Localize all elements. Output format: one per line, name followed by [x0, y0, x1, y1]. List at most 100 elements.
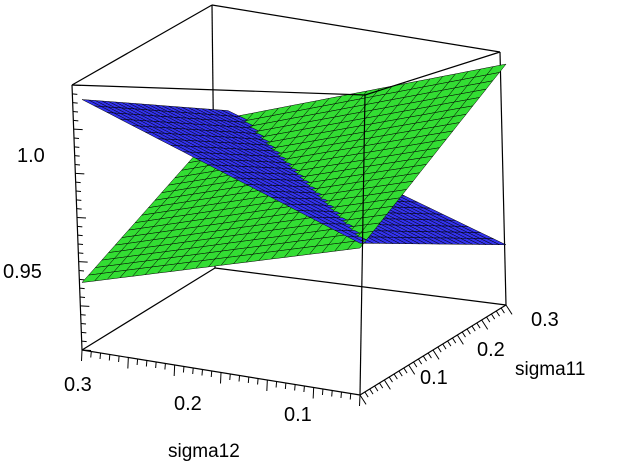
y-axis-tick: [365, 392, 368, 397]
x-axis-tick: [221, 373, 222, 384]
y-axis-tick: [452, 338, 455, 343]
z-axis-tick: [78, 244, 83, 245]
z-axis-tick: [73, 112, 78, 113]
x-axis-tick: [248, 377, 249, 383]
y-axis-tick: [360, 395, 366, 404]
y-tick-label-0.2: 0.2: [477, 339, 505, 361]
y-axis-tick: [414, 362, 417, 367]
z-axis-tick: [78, 253, 83, 254]
z-axis-tick: [82, 350, 91, 351]
z-axis-tick: [74, 129, 83, 130]
y-axis-tick: [379, 383, 382, 388]
x-tick-label-0.3: 0.3: [64, 374, 92, 396]
y-axis-tick: [501, 308, 504, 313]
y-axis-tick: [482, 320, 488, 329]
z-axis-tick: [73, 103, 78, 104]
x-axis-tick: [137, 359, 138, 365]
y-axis-tick: [443, 344, 446, 349]
z-axis-tick: [75, 156, 80, 157]
z-axis-tick: [77, 209, 82, 210]
z-axis-tick: [80, 297, 85, 298]
z-axis-tick: [77, 218, 86, 219]
x-axis-tick: [91, 352, 92, 358]
z-axis-tick: [79, 271, 84, 272]
z-axis-tick: [80, 306, 89, 307]
box-edge-top-left: [72, 5, 212, 85]
z-axis-tick: [72, 94, 77, 95]
z-axis-tick: [74, 147, 79, 148]
y-axis-tick: [438, 347, 441, 352]
y-axis-tick: [409, 365, 415, 374]
x-axis-tick: [165, 364, 166, 370]
x-tick-label-0.2: 0.2: [174, 393, 202, 415]
z-axis-tick: [75, 165, 80, 166]
y-axis-tick: [428, 353, 431, 358]
y-axis-tick: [487, 317, 490, 322]
x-axis-tick: [183, 367, 184, 373]
y-axis-tick: [433, 350, 439, 359]
x-axis-tick: [285, 383, 286, 389]
x-axis-tick: [202, 370, 203, 376]
z-tick-label-0.95: 0.95: [3, 261, 42, 283]
x-axis-tick: [156, 362, 157, 368]
y-axis-tick: [375, 386, 378, 391]
x-axis-tick: [332, 391, 333, 397]
z-tick-label-1.0: 1.0: [17, 145, 45, 167]
x-axis-tick: [239, 376, 240, 382]
x-axis-tick: [146, 361, 147, 367]
y-axis-tick: [491, 314, 494, 319]
x-axis-tick: [322, 389, 323, 395]
y-tick-label-0.3: 0.3: [531, 309, 559, 331]
x-axis-tick: [267, 380, 268, 391]
y-axis-tick: [496, 311, 499, 316]
box-edge-top-front: [72, 85, 365, 95]
x-axis-tick: [230, 374, 231, 380]
z-axis-tick: [72, 85, 81, 86]
y-axis-tick: [462, 332, 465, 337]
box-edge-right-vertical: [500, 52, 506, 305]
y-axis-tick: [477, 323, 480, 328]
x-axis-tick: [295, 385, 296, 391]
y-axis-tick: [418, 359, 421, 364]
y-axis-tick: [467, 329, 470, 334]
z-axis-tick: [81, 332, 86, 333]
x-axis-tick: [258, 379, 259, 385]
y-axis-tick: [389, 377, 392, 382]
z-axis-tick: [73, 120, 78, 121]
y-tick-label-0.1: 0.1: [420, 367, 448, 389]
y-axis-tick: [404, 368, 407, 373]
y-axis-tick: [370, 389, 373, 394]
z-axis-tick: [76, 182, 81, 183]
x-axis-tick: [350, 394, 351, 400]
x-axis-tick: [360, 395, 361, 406]
x-axis-tick: [100, 353, 101, 359]
x-axis-title: sigma12: [168, 441, 240, 462]
z-axis-tick: [76, 200, 81, 201]
surfaces: [82, 64, 506, 282]
x-axis-tick: [276, 382, 277, 388]
box-edge-top-back: [212, 5, 500, 52]
z-axis-tick: [81, 315, 86, 316]
x-tick-label-0.1: 0.1: [284, 404, 312, 426]
z-axis-tick: [81, 324, 86, 325]
z-axis-tick: [78, 235, 83, 236]
box-edge-back-right-bottom: [215, 268, 506, 305]
y-axis-title: sigma11: [515, 359, 585, 380]
x-axis-tick: [341, 392, 342, 398]
x-axis-tick: [304, 386, 305, 392]
y-axis-tick: [394, 374, 397, 379]
z-axis-tick: [79, 262, 88, 263]
z-axis-tick: [79, 279, 84, 280]
x-axis-tick: [193, 368, 194, 374]
x-axis-tick: [109, 355, 110, 361]
y-axis-tick: [448, 341, 451, 346]
x-axis-tick: [119, 356, 120, 362]
y-axis-tick: [506, 305, 512, 314]
z-axis-tick: [75, 173, 84, 174]
x-axis-tick: [82, 350, 83, 361]
y-axis-tick: [457, 335, 463, 344]
z-axis-tick: [76, 191, 81, 192]
y-axis-tick: [384, 380, 390, 389]
